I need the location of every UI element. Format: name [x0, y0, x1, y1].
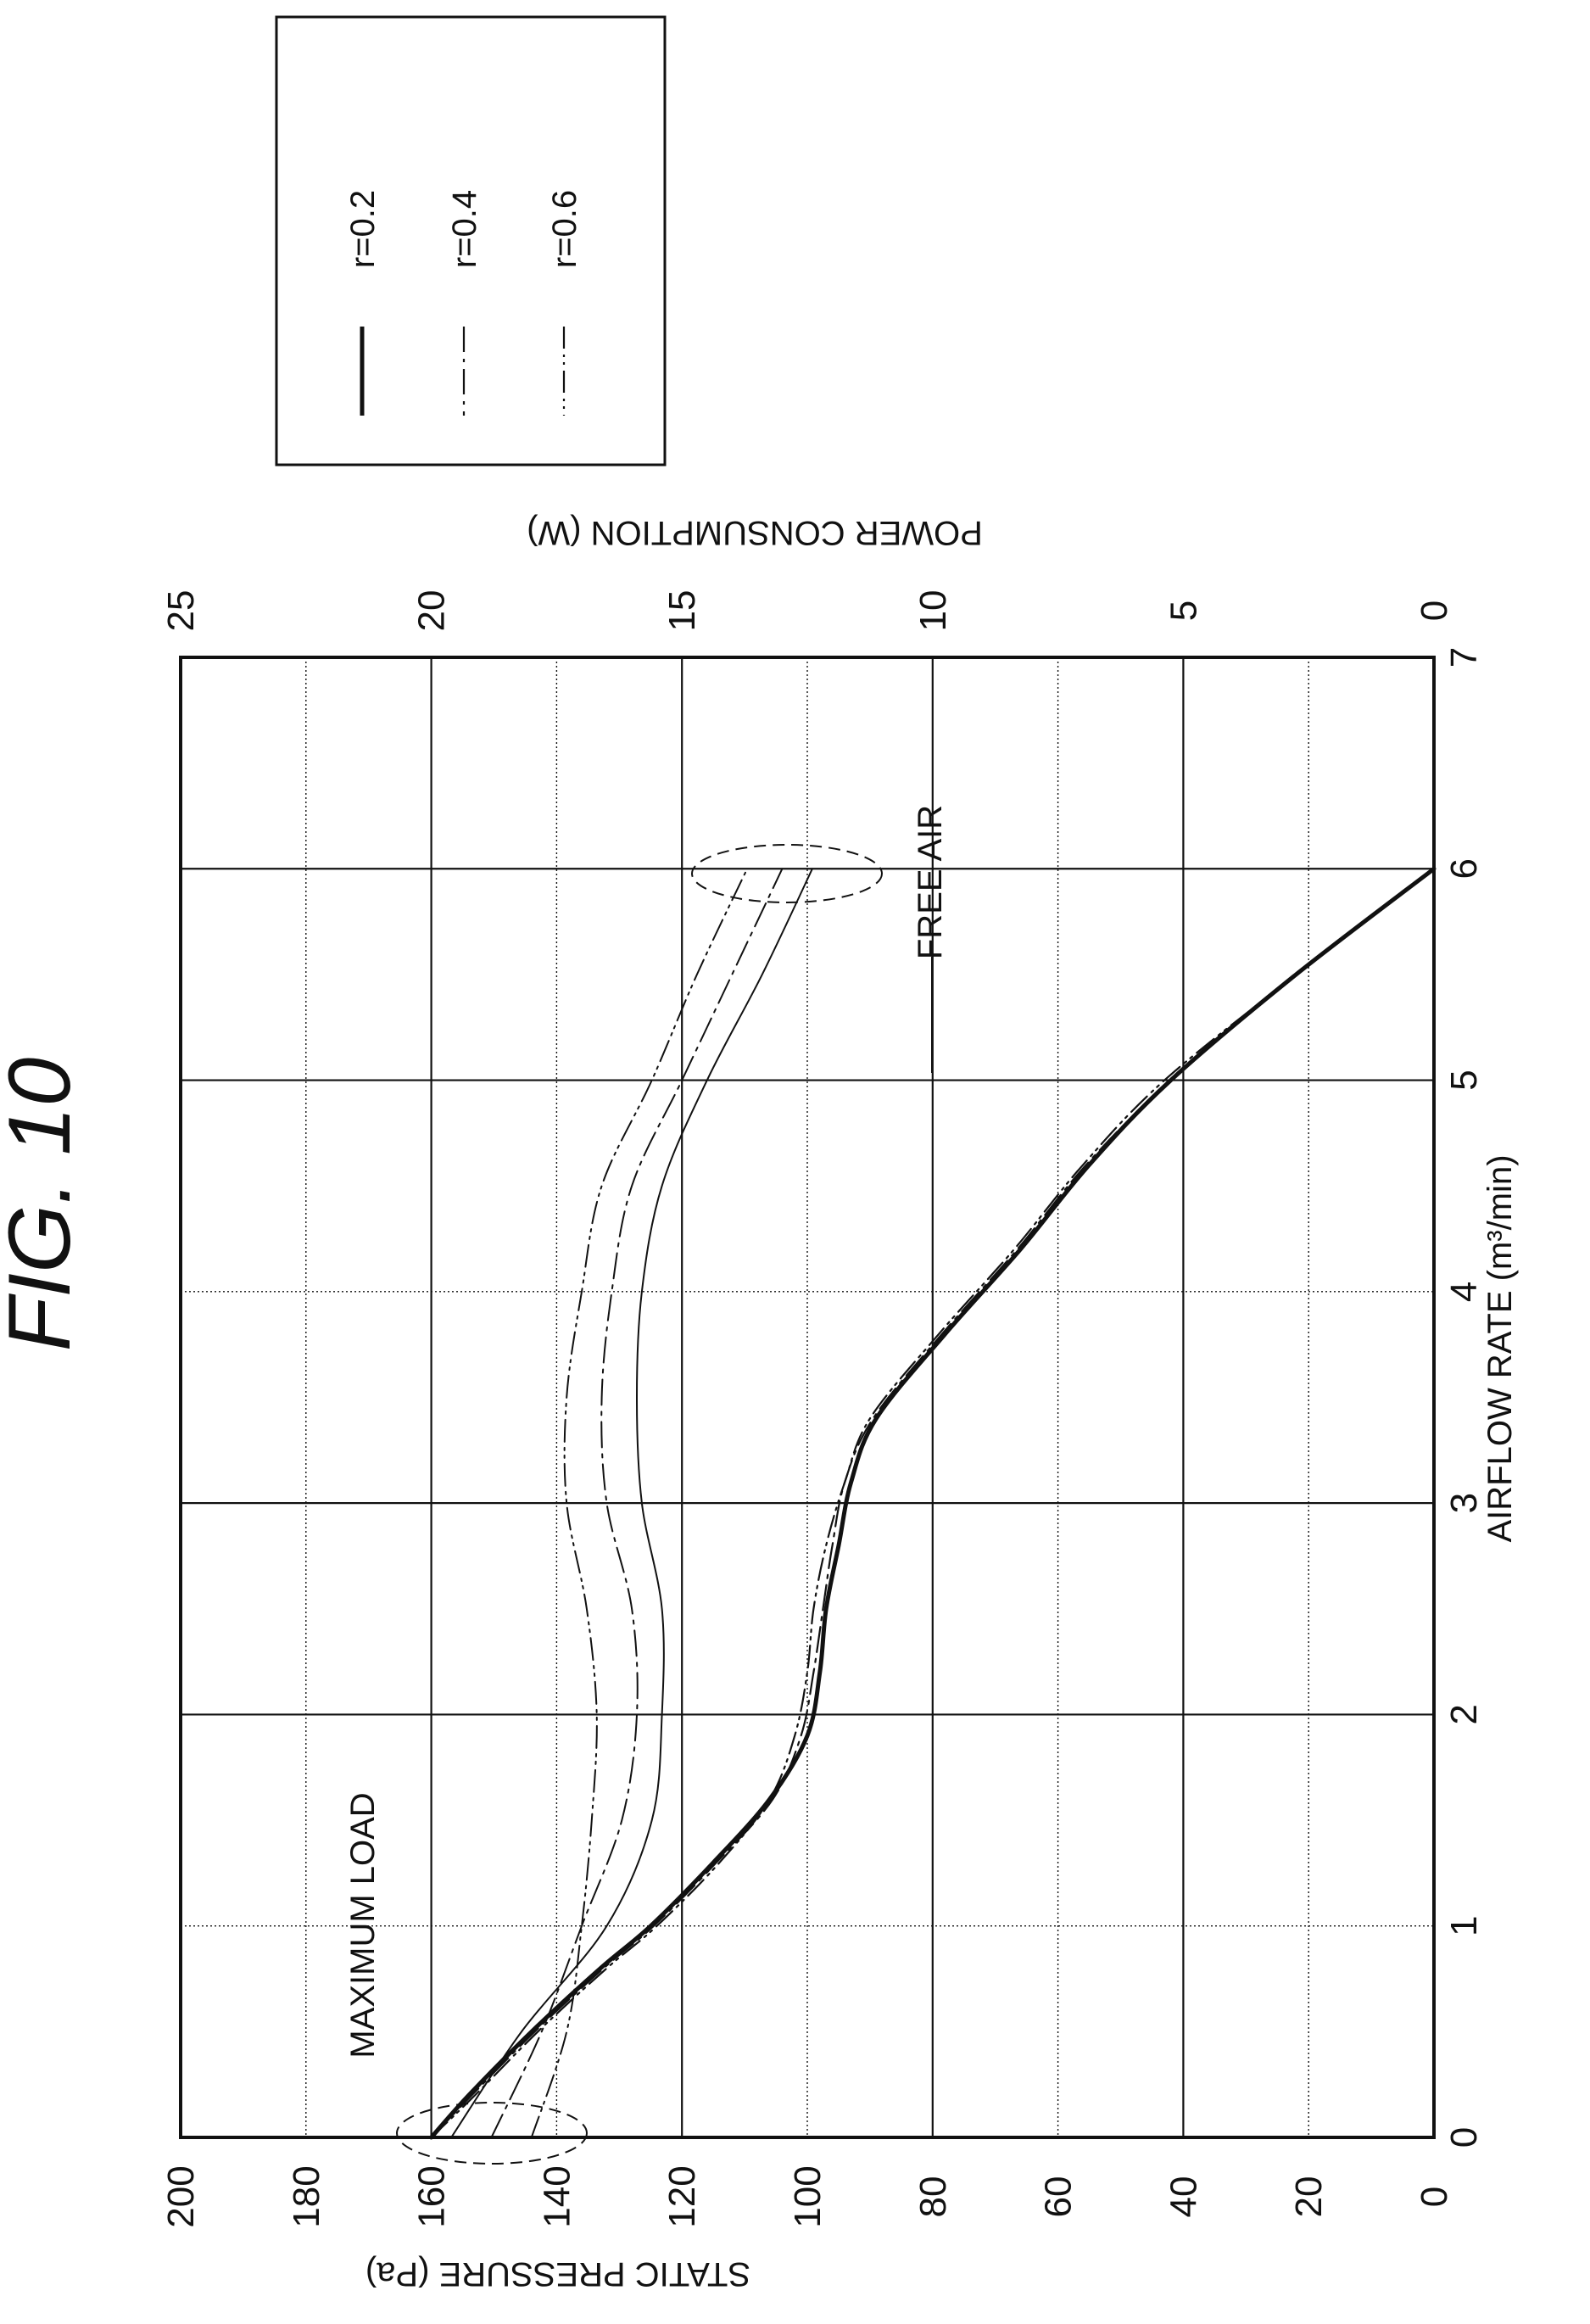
y2-tick-label: 20 [411, 590, 453, 632]
x-tick-label: 2 [1443, 1704, 1485, 1724]
free-air-ellipse [691, 844, 883, 903]
series-line-power-r02 [450, 868, 813, 2138]
y2-tick-label: 25 [160, 590, 202, 632]
x-tick-label: 1 [1443, 1915, 1485, 1936]
x-tick-label: 6 [1443, 858, 1485, 879]
y2-tick-label: 5 [1163, 601, 1204, 621]
y-tick-label: 60 [1038, 2176, 1080, 2218]
y2-tick-label: 15 [661, 590, 703, 632]
series-layer [429, 866, 1437, 2140]
power-consumption-tick-labels: 0 5 10 15 20 25 [160, 590, 1455, 632]
x-axis-title: AIRFLOW RATE (m³/min) [1481, 1154, 1519, 1542]
plot-frame [179, 656, 1436, 2139]
maximum-load-annotation: MAXIMUM LOAD [344, 1792, 382, 2058]
x-tick-label: 3 [1443, 1493, 1485, 1513]
y2-tick-label: 0 [1414, 601, 1455, 621]
y-tick-label: 120 [661, 2165, 703, 2227]
figure-title: FIG. 10 [0, 1058, 89, 1352]
y2-axis-title: POWER CONSUMPTION (W) [527, 514, 983, 551]
x-tick-label: 0 [1443, 2127, 1485, 2148]
legend-label-r02: r=0.2 [344, 190, 382, 268]
maximum-load-ellipse [396, 2102, 588, 2165]
y-tick-label: 0 [1414, 2187, 1455, 2207]
y-tick-label: 100 [787, 2165, 828, 2227]
y-tick-label: 20 [1288, 2176, 1330, 2218]
free-air-annotation: FREE AIR [912, 805, 949, 959]
airflow-tick-labels: 0 1 2 3 4 5 6 7 [1443, 647, 1485, 2148]
y-tick-label: 200 [160, 2165, 202, 2227]
legend-label-r04: r=0.4 [446, 190, 483, 268]
y-tick-label: 140 [536, 2165, 577, 2227]
x-tick-label: 5 [1443, 1070, 1485, 1090]
y-tick-label: 180 [286, 2165, 327, 2227]
static-pressure-tick-labels: 0 20 40 60 80 100 120 140 160 180 200 [160, 2165, 1455, 2227]
y-tick-label: 40 [1163, 2176, 1204, 2218]
y-axis-title: STATIC PRESSURE (Pa) [365, 2255, 750, 2293]
legend-label-r06: r=0.6 [546, 190, 583, 268]
series-line-static_pressure-r06 [430, 868, 1436, 2139]
y-tick-label: 160 [411, 2165, 453, 2227]
y2-tick-label: 10 [912, 590, 954, 632]
series-line-static_pressure-r04 [430, 868, 1436, 2139]
series-line-power-r04 [490, 868, 784, 2138]
x-tick-label: 7 [1443, 647, 1485, 668]
y-tick-label: 80 [912, 2176, 954, 2218]
legend: r=0.2 r=0.4 r=0.6 [275, 15, 667, 466]
legend-box [275, 15, 667, 466]
x-tick-label: 4 [1443, 1282, 1485, 1302]
